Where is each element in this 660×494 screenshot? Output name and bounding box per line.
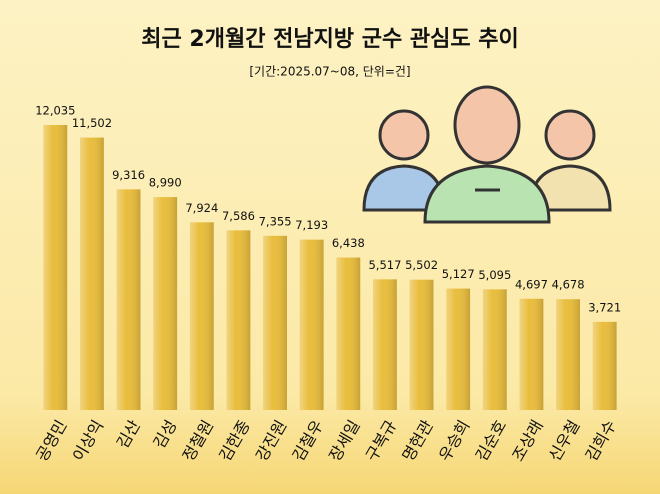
bar-shade (189, 222, 214, 410)
value-label: 5,502 (405, 258, 438, 272)
value-label: 5,127 (442, 267, 475, 281)
bar-shade (592, 321, 617, 410)
bar-shade (556, 299, 580, 410)
bar-shade (299, 239, 324, 410)
value-label: 8,990 (149, 176, 182, 190)
value-label: 7,355 (259, 214, 292, 228)
value-label: 12,035 (35, 104, 75, 118)
chart-subtitle: [기간:2025.07~08, 단위=건] (249, 65, 410, 79)
value-label: 3,721 (588, 300, 621, 314)
bar-shade (409, 279, 434, 410)
bar-shade (263, 235, 287, 410)
value-label: 7,924 (185, 201, 218, 215)
bar-shade (226, 230, 251, 410)
value-label: 4,678 (552, 278, 585, 292)
value-label: 9,316 (112, 168, 145, 182)
bar-shade (336, 257, 361, 410)
value-label: 4,697 (515, 277, 548, 291)
value-label: 7,586 (222, 209, 255, 223)
bar-shade (43, 125, 68, 410)
value-label: 11,502 (72, 116, 112, 130)
value-label: 5,095 (478, 268, 511, 282)
bar-shade (446, 288, 471, 410)
value-label: 5,517 (368, 258, 401, 272)
bar-shade (80, 137, 104, 410)
value-label: 6,438 (332, 236, 365, 250)
people-icon (362, 85, 612, 224)
value-label: 7,193 (295, 218, 328, 232)
bar-shade (116, 189, 141, 410)
bar-shade (373, 279, 397, 410)
bar-shade (519, 298, 544, 410)
bar-shade (482, 289, 507, 410)
chart-title: 최근 2개월간 전남지방 군수 관심도 추이 (141, 27, 518, 52)
bar-shade (153, 197, 178, 410)
